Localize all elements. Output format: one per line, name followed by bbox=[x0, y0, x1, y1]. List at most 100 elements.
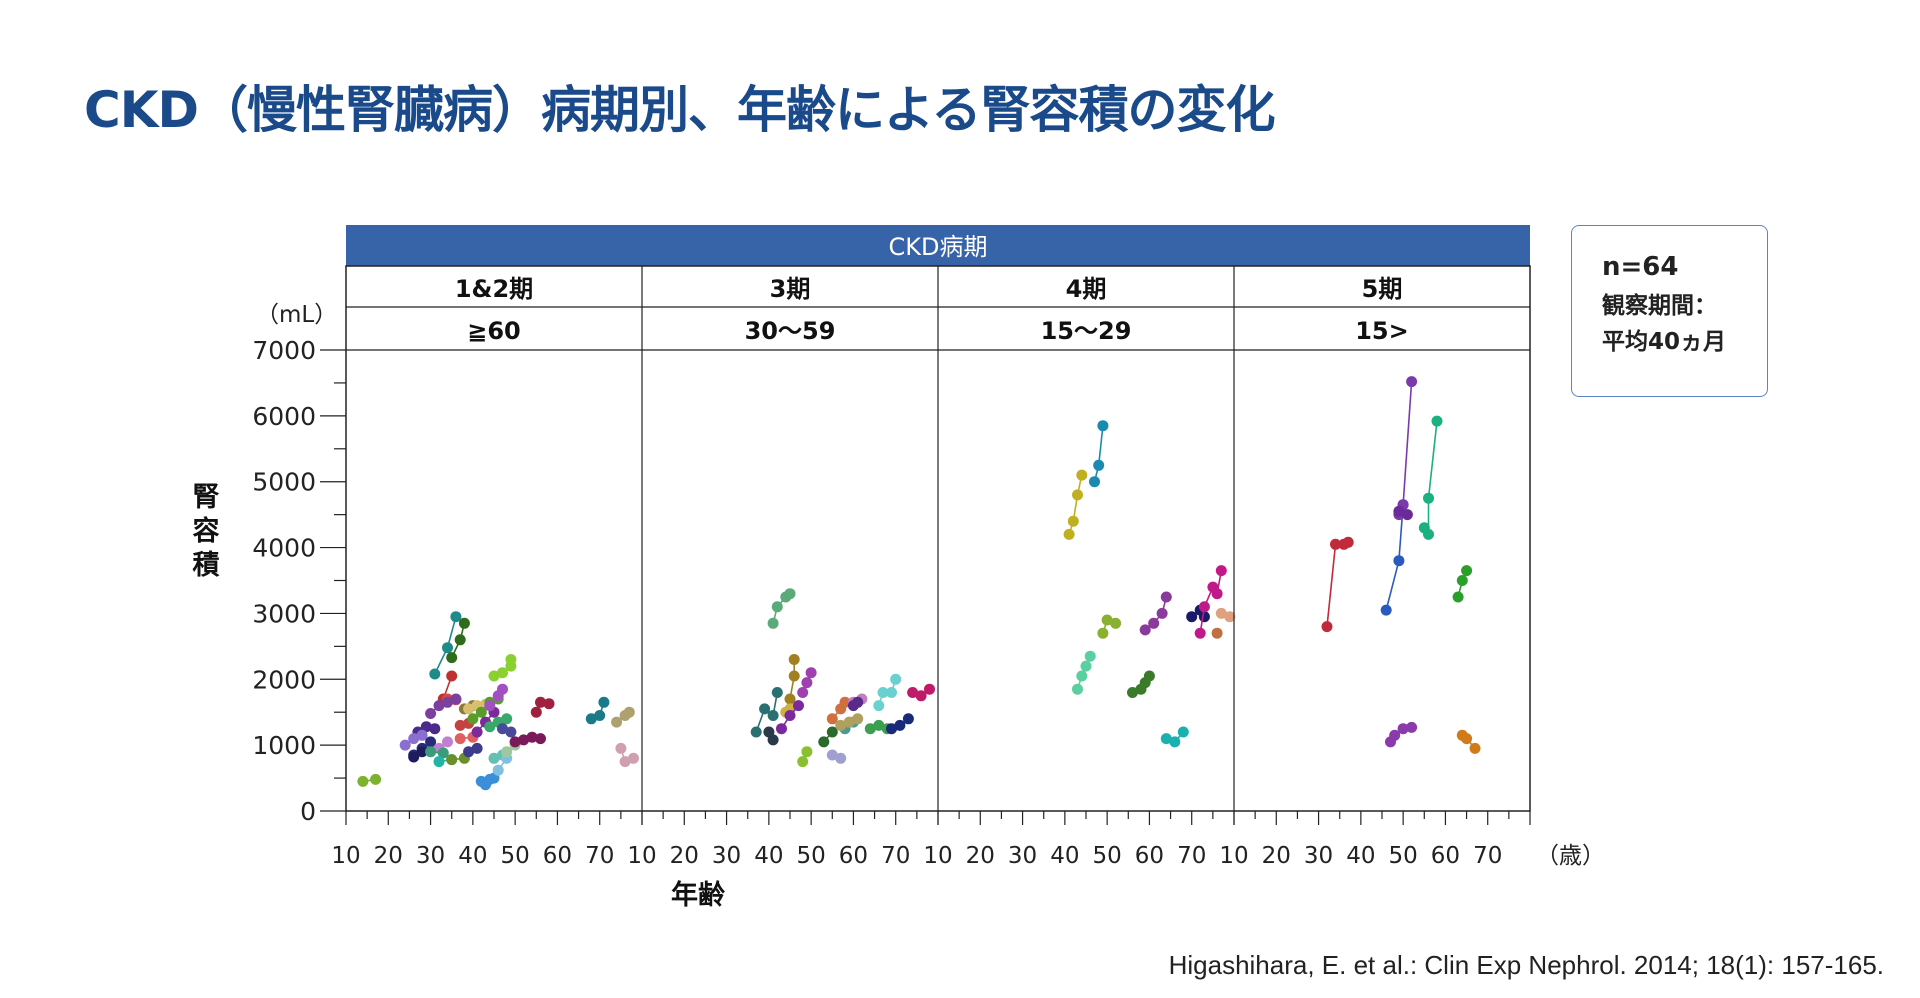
observation-period-label: 観察期間： bbox=[1602, 293, 1717, 319]
data-point bbox=[467, 713, 479, 725]
series-line bbox=[1093, 425, 1104, 482]
panel-egfr-label: 30〜59 bbox=[745, 317, 836, 345]
data-point bbox=[1072, 489, 1083, 501]
data-point bbox=[797, 687, 809, 698]
data-point bbox=[1194, 627, 1206, 639]
data-point bbox=[784, 588, 796, 600]
data-point bbox=[535, 733, 546, 745]
data-point bbox=[458, 617, 470, 629]
data-point bbox=[509, 736, 521, 748]
data-point bbox=[497, 683, 508, 695]
data-point bbox=[793, 700, 804, 712]
x-tick-label: 40 bbox=[458, 843, 487, 869]
data-point bbox=[886, 723, 897, 735]
panel-egfr-label: 15> bbox=[1355, 317, 1409, 345]
series-line bbox=[1398, 381, 1413, 515]
data-point bbox=[463, 703, 475, 715]
data-point bbox=[488, 670, 500, 682]
data-point bbox=[873, 719, 885, 731]
data-point bbox=[907, 687, 919, 698]
page-title: CKD（慢性腎臓病）病期別、年齢による腎容積の変化 bbox=[84, 81, 1275, 139]
observation-period-value: 平均40ヵ月 bbox=[1602, 329, 1727, 355]
data-point bbox=[843, 716, 855, 728]
data-point bbox=[873, 700, 885, 712]
panel-stage-label: 4期 bbox=[1066, 275, 1107, 303]
data-point bbox=[526, 731, 538, 743]
data-point bbox=[826, 713, 838, 725]
x-unit-label: （歳） bbox=[1536, 843, 1605, 869]
data-point bbox=[759, 703, 771, 715]
data-point bbox=[454, 733, 466, 745]
data-point bbox=[776, 723, 787, 735]
data-point bbox=[1177, 726, 1189, 738]
x-tick-label: 40 bbox=[1346, 843, 1375, 869]
data-point bbox=[826, 749, 838, 761]
y-tick-label: 3000 bbox=[252, 599, 316, 628]
data-point bbox=[1215, 607, 1227, 619]
x-tick-label: 40 bbox=[754, 843, 783, 869]
data-point bbox=[1089, 476, 1100, 488]
data-point bbox=[1461, 733, 1473, 745]
data-point bbox=[894, 719, 906, 731]
data-point bbox=[1127, 687, 1138, 698]
data-point bbox=[818, 736, 830, 748]
data-point bbox=[442, 696, 453, 708]
data-point bbox=[890, 673, 902, 685]
data-point bbox=[1393, 505, 1405, 517]
data-point bbox=[471, 742, 483, 754]
data-point bbox=[615, 742, 627, 754]
data-point bbox=[416, 746, 428, 758]
data-point bbox=[1380, 604, 1392, 616]
x-tick-label: 60 bbox=[1135, 843, 1164, 869]
data-point bbox=[771, 687, 783, 698]
data-point bbox=[437, 747, 449, 759]
data-point bbox=[1080, 660, 1092, 672]
x-tick-label: 70 bbox=[881, 843, 910, 869]
data-point bbox=[852, 696, 864, 708]
info-box: n=64 観察期間： 平均40ヵ月 bbox=[1571, 225, 1768, 397]
y-tick-label: 4000 bbox=[252, 534, 316, 563]
data-point bbox=[784, 710, 796, 721]
y-tick-label: 7000 bbox=[252, 336, 316, 365]
data-point bbox=[492, 764, 504, 776]
data-point bbox=[1469, 742, 1481, 754]
citation: Higashihara, E. et al.: Clin Exp Nephrol… bbox=[1168, 950, 1884, 980]
data-point bbox=[1063, 528, 1075, 540]
panel-egfr-label: 15〜29 bbox=[1041, 317, 1132, 345]
x-axis-title: 年齢 bbox=[671, 879, 725, 911]
x-tick-label: 20 bbox=[374, 843, 403, 869]
data-point bbox=[835, 719, 847, 731]
data-point bbox=[1093, 459, 1105, 471]
data-point bbox=[1160, 591, 1172, 603]
data-point bbox=[429, 668, 441, 680]
data-point bbox=[1211, 588, 1223, 600]
data-point bbox=[1406, 721, 1418, 733]
data-point bbox=[420, 721, 432, 733]
data-point bbox=[357, 775, 369, 787]
data-point bbox=[1224, 611, 1236, 623]
data-point bbox=[530, 706, 542, 718]
ckd-stage-header-text: CKD病期 bbox=[889, 233, 988, 261]
data-point bbox=[1401, 509, 1413, 521]
data-point bbox=[1423, 528, 1434, 540]
series-line bbox=[1326, 541, 1349, 627]
data-point bbox=[623, 706, 635, 718]
data-point bbox=[1406, 376, 1418, 388]
data-point bbox=[594, 710, 606, 721]
data-point bbox=[408, 751, 420, 763]
data-point bbox=[429, 723, 441, 735]
data-point bbox=[598, 696, 610, 708]
data-point bbox=[877, 687, 889, 698]
data-point bbox=[446, 754, 458, 766]
data-point bbox=[399, 739, 411, 751]
data-point bbox=[543, 698, 555, 710]
data-point bbox=[1456, 575, 1468, 586]
panel-stage-label: 3期 bbox=[770, 275, 811, 303]
series-line bbox=[1423, 421, 1438, 538]
data-point bbox=[1160, 733, 1172, 745]
data-point bbox=[1139, 624, 1151, 636]
data-point bbox=[463, 746, 475, 758]
data-point bbox=[767, 617, 779, 629]
data-point bbox=[518, 734, 530, 746]
